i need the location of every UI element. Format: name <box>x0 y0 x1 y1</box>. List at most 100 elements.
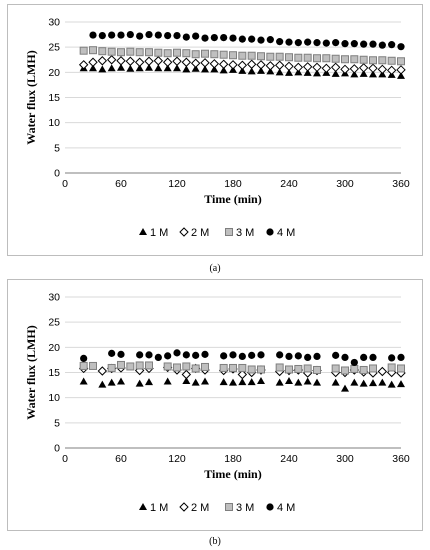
legend-marker <box>266 503 274 511</box>
y-tick-label: 15 <box>48 92 60 104</box>
data-point <box>80 354 88 363</box>
data-point <box>107 363 116 372</box>
data-point <box>285 365 293 374</box>
x-tick-label: 360 <box>392 453 410 465</box>
x-tick-label: 120 <box>168 453 186 465</box>
data-point <box>135 379 144 387</box>
data-point <box>145 378 153 386</box>
data-point <box>369 70 377 78</box>
data-point <box>397 57 405 66</box>
y-axis-label: Water flux (LMH) <box>24 325 38 419</box>
data-point <box>340 64 350 75</box>
data-point <box>275 68 284 76</box>
legend-marker <box>225 228 233 236</box>
data-point <box>145 63 153 71</box>
data-point <box>397 353 405 361</box>
data-point <box>144 56 154 66</box>
y-tick-label: 15 <box>48 367 60 379</box>
data-point <box>108 31 116 39</box>
caption-b: (b) <box>209 536 221 547</box>
data-point <box>248 351 256 359</box>
legend-item: 3 M <box>225 227 254 239</box>
data-point <box>209 59 220 69</box>
data-point <box>257 36 265 44</box>
legend: 1 M 2 M 3 M 4 M <box>139 227 295 239</box>
data-point <box>229 378 237 386</box>
data-point <box>117 63 125 71</box>
series-2 <box>78 55 406 76</box>
data-point <box>313 54 321 63</box>
legend-item: 1 M <box>139 227 168 239</box>
data-point <box>190 58 201 68</box>
data-point <box>238 66 247 74</box>
data-point <box>294 352 302 360</box>
data-point <box>98 380 107 388</box>
data-point <box>350 40 358 48</box>
x-tick-label: 180 <box>224 453 242 465</box>
data-point <box>238 363 247 372</box>
data-point <box>98 65 107 73</box>
legend-item: 1 M <box>139 502 168 514</box>
data-point <box>126 47 135 56</box>
data-point <box>78 60 89 70</box>
data-point <box>285 38 293 46</box>
y-tick-label: 25 <box>48 317 60 329</box>
data-point <box>303 364 312 373</box>
data-point <box>359 379 368 387</box>
series-4 <box>80 349 405 367</box>
data-point <box>293 62 304 73</box>
data-point <box>182 377 191 385</box>
data-point <box>88 57 98 67</box>
legend-label: 2 M <box>191 502 209 514</box>
data-point <box>89 46 97 55</box>
data-point <box>201 377 209 385</box>
data-point <box>79 377 88 385</box>
data-point <box>200 58 210 68</box>
data-point <box>181 369 192 380</box>
x-tick-label: 0 <box>62 178 68 190</box>
y-tick-label: 25 <box>48 42 60 54</box>
legend-label: 1 M <box>150 227 168 239</box>
data-point <box>210 65 219 73</box>
data-point <box>116 56 126 66</box>
data-point <box>192 32 200 40</box>
data-point <box>313 69 321 77</box>
data-point <box>191 364 200 373</box>
data-point <box>192 351 200 359</box>
data-point <box>173 64 181 72</box>
data-point <box>397 380 405 388</box>
data-point <box>89 361 97 370</box>
data-point <box>350 364 359 373</box>
data-point <box>229 34 237 42</box>
legend-label: 3 M <box>236 502 254 514</box>
data-point <box>219 378 228 386</box>
x-tick-label: 300 <box>336 453 354 465</box>
data-point <box>387 380 396 388</box>
data-point <box>164 31 172 40</box>
x-tick-label: 240 <box>280 178 298 190</box>
data-point <box>265 61 276 71</box>
data-point <box>396 65 406 75</box>
legend-item: 2 M <box>179 227 209 239</box>
y-tick-label: 10 <box>48 117 60 129</box>
data-point <box>117 350 125 358</box>
legend-marker <box>139 503 147 510</box>
legend-marker <box>266 228 274 236</box>
data-point <box>145 30 153 39</box>
data-point <box>182 351 190 359</box>
data-point <box>387 363 396 372</box>
data-point <box>182 65 191 73</box>
data-point <box>266 67 275 75</box>
data-point <box>220 352 228 360</box>
data-point <box>229 351 237 359</box>
data-point <box>378 56 387 65</box>
data-point <box>397 71 405 79</box>
data-point <box>377 366 388 377</box>
data-point <box>79 46 88 55</box>
data-point <box>97 366 108 376</box>
data-point <box>331 364 340 373</box>
data-point <box>378 41 386 49</box>
data-point <box>313 365 321 374</box>
data-point <box>163 64 172 72</box>
